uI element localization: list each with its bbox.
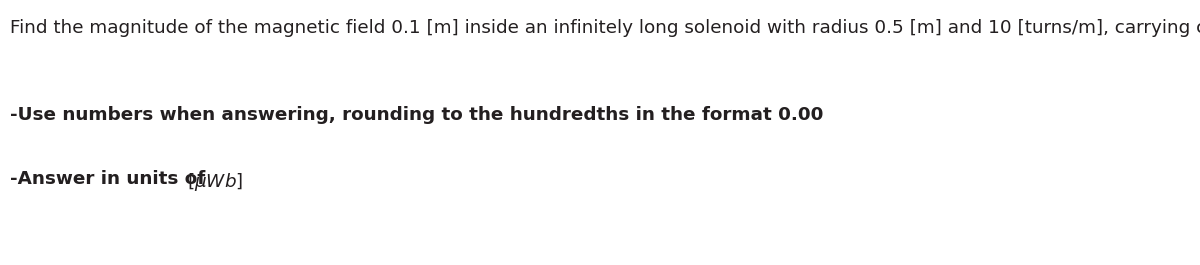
Text: Find the magnitude of the magnetic field 0.1 [m] inside an infinitely long solen: Find the magnitude of the magnetic field…	[10, 19, 1200, 37]
Text: $[\mu Wb]$: $[\mu Wb]$	[187, 171, 244, 193]
Text: -Answer in units of: -Answer in units of	[10, 170, 211, 188]
Text: -Use numbers when answering, rounding to the hundredths in the format 0.00: -Use numbers when answering, rounding to…	[10, 106, 823, 124]
